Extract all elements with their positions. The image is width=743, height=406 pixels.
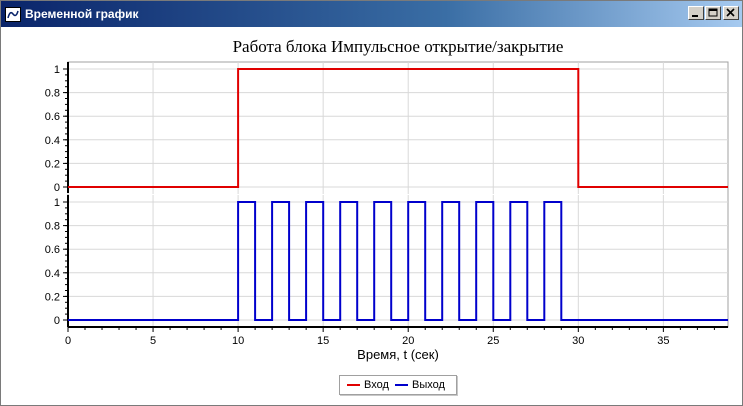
chart-app-icon[interactable] (5, 7, 21, 22)
x-tick-label: 10 (232, 335, 244, 347)
y-tick-label: 1 (54, 64, 60, 76)
maximize-icon (708, 8, 718, 17)
y-tick-label: 0.2 (45, 158, 60, 170)
x-tick-label: 15 (317, 335, 329, 347)
y-tick-label: 0 (54, 182, 60, 194)
legend-swatch-input (347, 384, 360, 386)
maximize-button[interactable] (705, 6, 721, 20)
y-tick-label: 0.8 (45, 221, 60, 233)
x-tick-label: 35 (657, 335, 669, 347)
x-tick-label: 5 (150, 335, 156, 347)
close-button[interactable] (723, 6, 739, 20)
window-title: Временной график (25, 7, 139, 21)
close-icon (726, 8, 735, 17)
x-tick-label: 20 (402, 335, 414, 347)
legend-swatch-output (395, 384, 408, 386)
series-input-line (68, 68, 728, 188)
chart-legend: Вход Выход (339, 375, 457, 395)
minimize-button[interactable] (688, 6, 704, 20)
time-chart: Работа блока Импульсное открытие/закрыти… (45, 37, 729, 362)
legend-label-input: Вход (364, 379, 389, 391)
x-axis-label: Время, t (сек) (357, 347, 439, 362)
series-output-line (68, 201, 728, 321)
y-tick-label: 1 (54, 197, 60, 209)
x-tick-label: 0 (65, 335, 71, 347)
title-bar[interactable]: Временной график (1, 1, 742, 27)
y-tick-label: 0.4 (45, 135, 60, 147)
y-tick-label: 0.6 (45, 244, 60, 256)
x-tick-label: 25 (487, 335, 499, 347)
y-tick-label: 0 (54, 315, 60, 327)
legend-label-output: Выход (412, 379, 445, 391)
y-tick-label: 0.2 (45, 291, 60, 303)
minimize-icon (692, 15, 698, 17)
y-tick-label: 0.8 (45, 88, 60, 100)
y-tick-label: 0.6 (45, 111, 60, 123)
x-tick-label: 30 (572, 335, 584, 347)
plot-frame (67, 61, 729, 328)
chart-title: Работа блока Импульсное открытие/закрыти… (233, 37, 564, 56)
y-tick-label: 0.4 (45, 268, 60, 280)
